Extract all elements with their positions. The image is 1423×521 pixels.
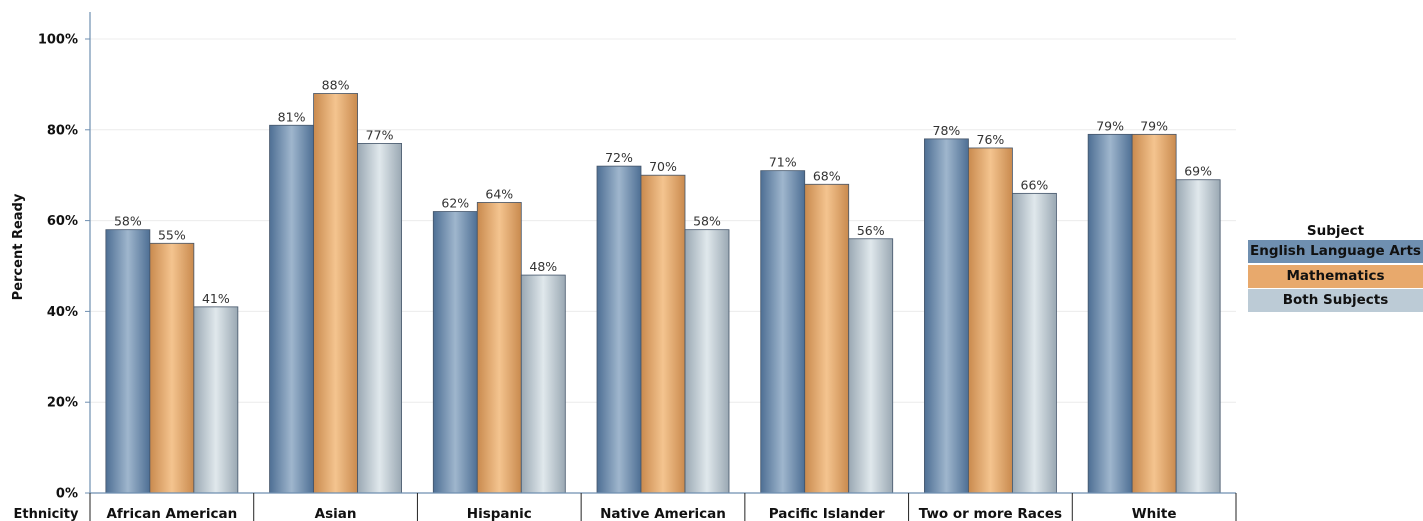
data-label: 72% bbox=[605, 150, 633, 165]
x-tick-label: Two or more Races bbox=[919, 506, 1062, 521]
y-tick-label: 100% bbox=[38, 33, 78, 48]
y-axis-title: Percent Ready bbox=[11, 193, 26, 300]
legend-item-english-language-arts: English Language Arts bbox=[1248, 240, 1423, 263]
x-tick-label: White bbox=[1132, 506, 1177, 521]
bar bbox=[1087, 133, 1133, 494]
bar bbox=[357, 143, 402, 494]
data-label: 62% bbox=[441, 196, 469, 211]
legend-item-both-subjects: Both Subjects bbox=[1248, 289, 1423, 312]
bar bbox=[1131, 133, 1177, 494]
bar bbox=[149, 242, 195, 494]
y-tick-label: 40% bbox=[47, 305, 78, 320]
legend-title: Subject bbox=[1306, 223, 1365, 239]
data-label: 88% bbox=[322, 77, 350, 92]
bar bbox=[193, 306, 239, 494]
bar bbox=[848, 238, 894, 494]
data-label: 79% bbox=[1140, 118, 1168, 133]
y-tick-label: 0% bbox=[56, 487, 78, 502]
bar bbox=[520, 274, 566, 494]
y-tick-label: 60% bbox=[47, 214, 78, 229]
y-tick-label: 20% bbox=[47, 396, 78, 411]
bar bbox=[684, 229, 730, 494]
bar bbox=[105, 229, 151, 494]
bar bbox=[476, 202, 522, 494]
bar bbox=[640, 174, 686, 494]
bar bbox=[313, 93, 358, 494]
data-label: 64% bbox=[485, 186, 513, 201]
bar bbox=[1175, 179, 1221, 494]
bar bbox=[804, 183, 850, 494]
x-tick-label: Native American bbox=[600, 506, 726, 521]
bar bbox=[924, 138, 969, 494]
x-tick-label: Asian bbox=[315, 506, 357, 521]
data-label: 58% bbox=[114, 214, 142, 229]
data-label: 70% bbox=[649, 159, 677, 174]
data-label: 76% bbox=[977, 132, 1005, 147]
data-label: 81% bbox=[278, 109, 306, 124]
x-tick-label: Pacific Islander bbox=[769, 506, 885, 521]
data-label: 58% bbox=[693, 214, 721, 229]
bar bbox=[596, 165, 642, 494]
legend-item-mathematics: Mathematics bbox=[1248, 264, 1423, 288]
x-axis-title: Ethnicity bbox=[14, 507, 79, 521]
data-label: 66% bbox=[1021, 177, 1049, 192]
legend: Subject English Language Arts Mathematic… bbox=[1248, 222, 1423, 314]
bar bbox=[968, 147, 1013, 494]
bar bbox=[269, 124, 314, 494]
data-label: 77% bbox=[366, 127, 394, 142]
bar bbox=[1012, 192, 1057, 494]
data-label: 56% bbox=[857, 223, 885, 238]
data-label: 69% bbox=[1184, 164, 1212, 179]
y-tick-label: 80% bbox=[47, 123, 78, 138]
data-label: 68% bbox=[813, 168, 841, 183]
bar bbox=[760, 170, 806, 494]
data-label: 48% bbox=[529, 259, 557, 274]
bar bbox=[432, 211, 478, 494]
data-label: 79% bbox=[1096, 118, 1124, 133]
x-tick-label: African American bbox=[106, 506, 237, 521]
data-label: 41% bbox=[202, 291, 230, 306]
data-label: 78% bbox=[933, 123, 961, 138]
data-label: 55% bbox=[158, 227, 186, 242]
x-tick-label: Hispanic bbox=[467, 506, 532, 521]
data-label: 71% bbox=[769, 155, 797, 170]
